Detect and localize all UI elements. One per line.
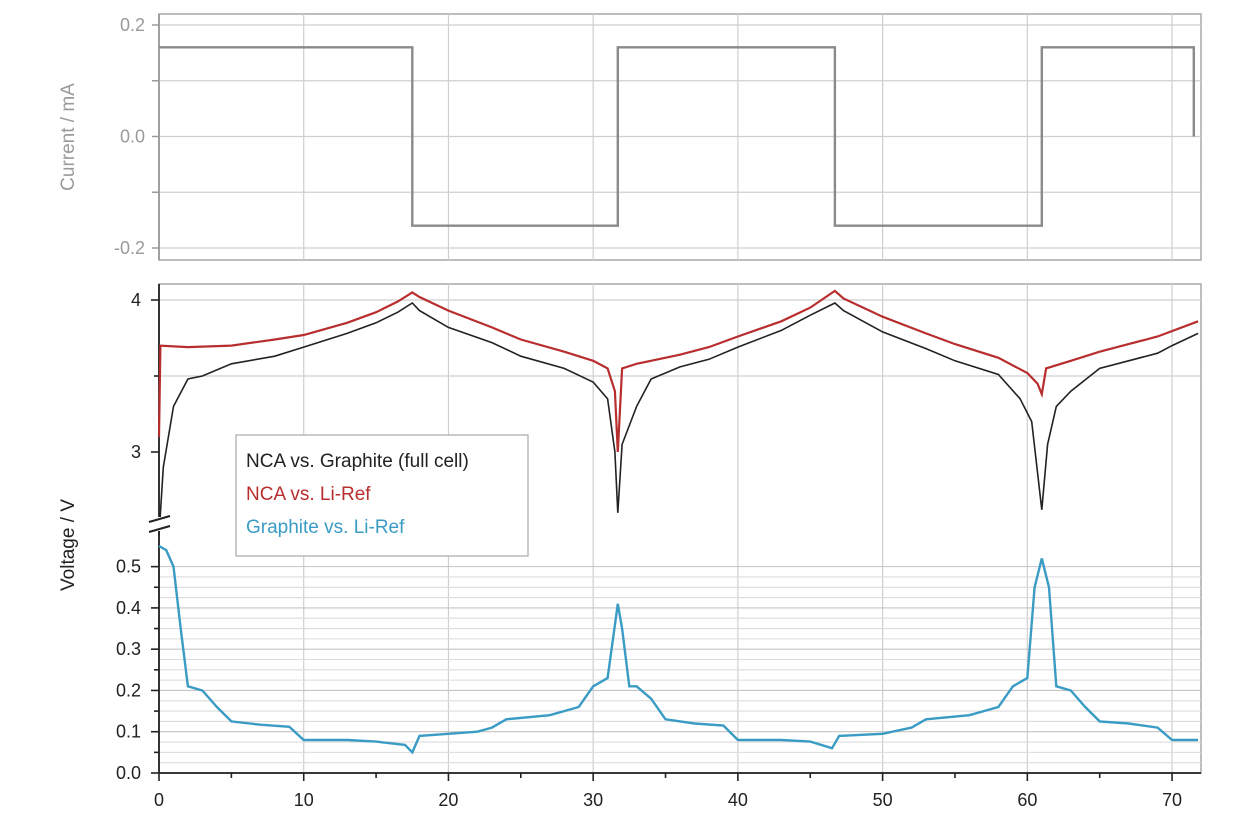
- x-axis-tick-label: 60: [1017, 790, 1037, 810]
- axis-break-mark: [148, 515, 171, 533]
- voltage-upper-y-tick-label: 4: [131, 290, 141, 310]
- legend-entry-graphite: Graphite vs. Li-Ref: [246, 517, 405, 538]
- current-y-tick-label: 0.0: [120, 127, 145, 147]
- legend-box: [235, 434, 529, 557]
- x-axis-tick-label: 50: [873, 790, 893, 810]
- voltage-y-axis-title: Voltage / V: [58, 499, 79, 591]
- graphite-series-line: [158, 544, 1199, 755]
- current-grid: [159, 14, 1201, 260]
- voltage-y-ticks: 3 4 0.0 0.1 0.2 0.3 0.4 0.5: [116, 284, 160, 783]
- voltage-lower-y-tick-label: 0.3: [116, 639, 141, 659]
- full-cell-series-line: [158, 301, 1199, 536]
- voltage-lower-y-tick-label: 0.1: [116, 722, 141, 742]
- current-panel: -0.2 0.0 0.2 Current / mA: [58, 13, 1202, 261]
- x-axis-tick-label: 10: [294, 790, 314, 810]
- x-axis-tick-label: 0: [154, 790, 164, 810]
- legend-entry-nca: NCA vs. Li-Ref: [246, 484, 371, 505]
- voltage-lower-y-tick-label: 0.0: [116, 763, 141, 783]
- voltage-lower-y-tick-label: 0.5: [116, 557, 141, 577]
- current-y-tick-label: -0.2: [114, 238, 145, 258]
- voltage-series: [157, 289, 1199, 755]
- voltage-lower-y-tick-label: 0.4: [116, 598, 141, 618]
- current-series-line: [159, 46, 1195, 227]
- voltage-lower-y-tick-label: 0.2: [116, 680, 141, 700]
- voltage-upper-y-tick-label: 3: [131, 442, 141, 462]
- current-y-tick-label: 0.2: [120, 15, 145, 35]
- x-axis-tick-label: 40: [728, 790, 748, 810]
- x-axis-tick-label: 30: [583, 790, 603, 810]
- x-axis-tick-label: 70: [1162, 790, 1182, 810]
- voltage-x-ticks: 0 10 20 30 40 50 60 70: [154, 772, 1201, 810]
- nca-series-line: [157, 289, 1199, 453]
- x-axis-tick-label: 20: [438, 790, 458, 810]
- legend-entry-full-cell: NCA vs. Graphite (full cell): [246, 451, 469, 472]
- legend: NCA vs. Graphite (full cell) NCA vs. Li-…: [235, 434, 529, 557]
- voltage-grid: [159, 284, 1201, 773]
- current-series: [159, 46, 1195, 227]
- current-y-axis-title: Current / mA: [58, 83, 79, 191]
- current-y-ticks: -0.2 0.0 0.2: [114, 14, 160, 260]
- voltage-panel: 3 4 0.0 0.1 0.2 0.3 0.4 0.5 0 10 20 30 40 50 60 70 Vol…: [58, 283, 1202, 810]
